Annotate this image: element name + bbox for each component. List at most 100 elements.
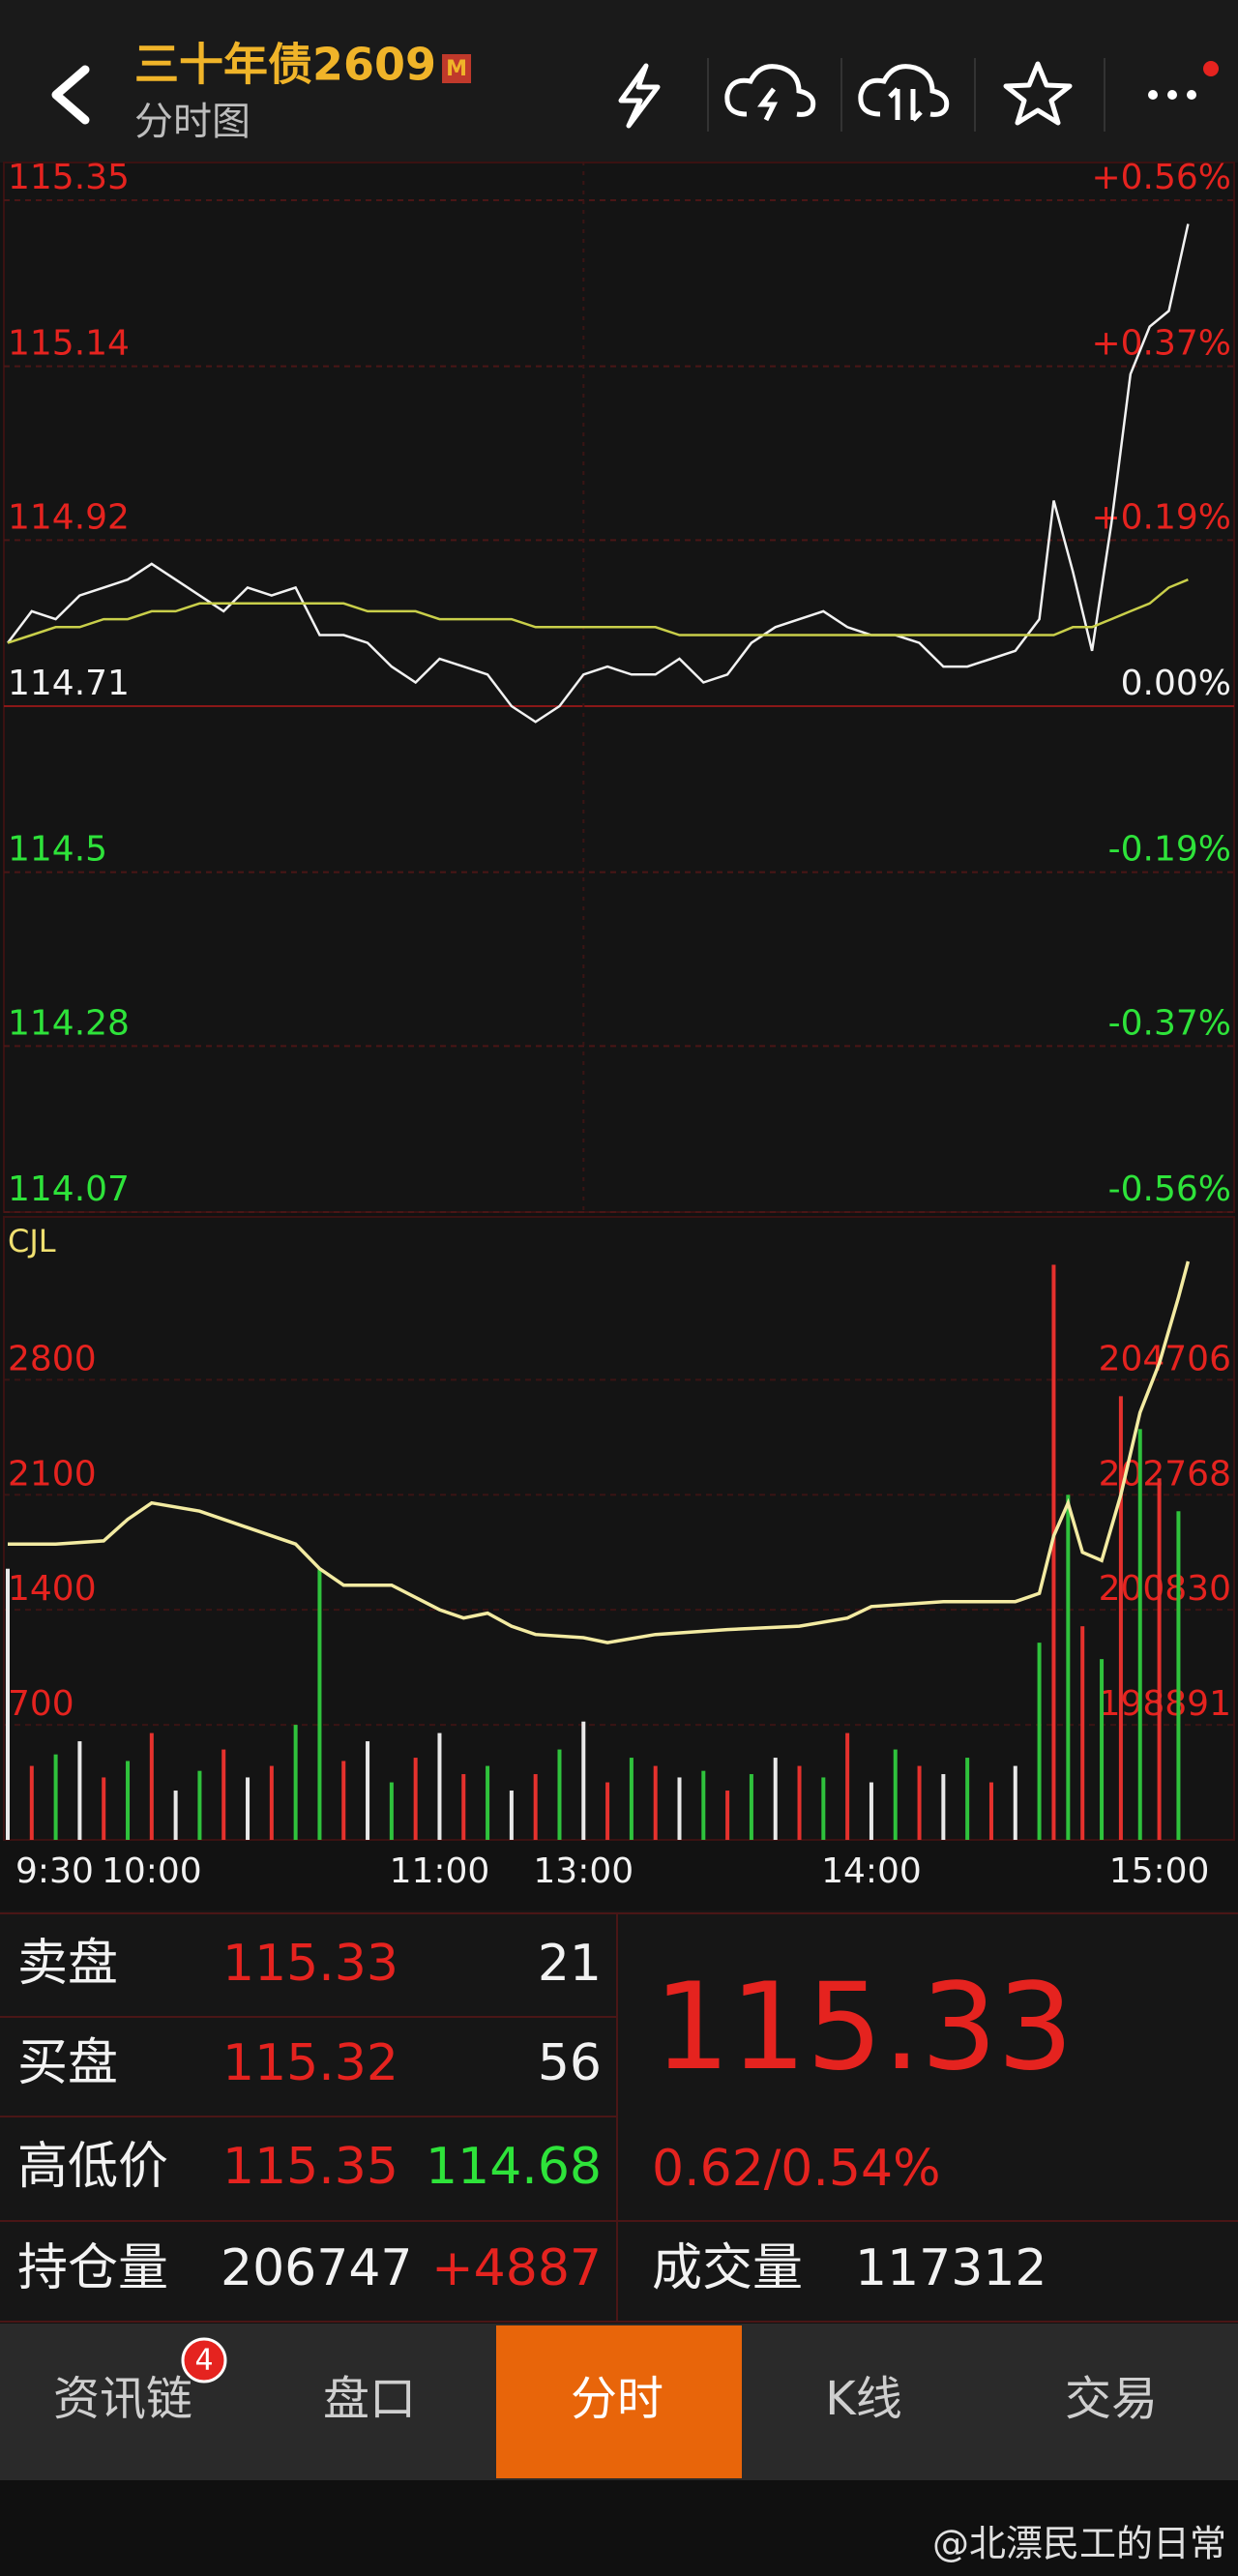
flash-icon[interactable] <box>618 63 661 129</box>
y-tick-label: 700 <box>8 1684 74 1724</box>
y2-tick-label: +0.56% <box>1091 158 1231 197</box>
volume-bar <box>6 1568 10 1840</box>
volume-bar <box>965 1758 970 1840</box>
volume-bar <box>1118 1396 1123 1840</box>
y-tick-label: 114.07 <box>8 1170 130 1209</box>
y-tick-label: 1400 <box>8 1569 97 1609</box>
x-tick-label: 9:30 <box>15 1851 94 1891</box>
volume-bar <box>797 1765 802 1840</box>
open-interest: 206747 <box>221 2239 413 2297</box>
header-separators <box>707 58 1105 132</box>
y2-tick-label: 200830 <box>1099 1569 1231 1609</box>
high-price: 115.35 <box>222 2138 398 2196</box>
volume-bar <box>197 1770 202 1840</box>
tab[interactable]: 交易 <box>1065 2372 1158 2426</box>
volume-bar <box>173 1791 178 1840</box>
market-badge-text: M <box>446 57 467 81</box>
volume-bar <box>653 1765 658 1840</box>
title: 三十年债2609 <box>134 39 436 91</box>
tab[interactable]: 分时 <box>571 2372 663 2426</box>
volume-bar <box>53 1754 58 1840</box>
last-price: 115.33 <box>654 1958 1074 2097</box>
volume-bar <box>366 1741 370 1840</box>
volume-bar <box>749 1774 753 1840</box>
tab[interactable]: K线 <box>825 2372 901 2426</box>
volume-bar <box>221 1749 226 1840</box>
y-tick-label: 2800 <box>8 1339 97 1378</box>
tab[interactable]: 资讯链 <box>53 2372 192 2426</box>
notification-dot <box>1203 61 1219 76</box>
y2-tick-label: 202768 <box>1099 1454 1231 1494</box>
volume-label: 成交量 <box>652 2239 803 2297</box>
cloud-alert-icon[interactable] <box>724 64 816 117</box>
active-tab <box>496 2325 742 2478</box>
charts: 115.35 +0.56%115.14 +0.37%114.92 +0.19%114.… <box>4 158 1234 1891</box>
volume-bar <box>269 1765 274 1840</box>
volume-bar <box>77 1741 82 1840</box>
volume-bar <box>317 1568 322 1840</box>
open-interest-line <box>8 1260 1191 1644</box>
volume-bar <box>29 1765 34 1840</box>
volume-bar <box>461 1774 466 1840</box>
market-badge <box>442 54 472 83</box>
volume-bar <box>701 1770 706 1840</box>
volume-bar <box>486 1765 490 1840</box>
open-interest-label: 持仓量 <box>17 2239 168 2297</box>
y2-tick-label: 198891 <box>1099 1684 1231 1724</box>
volume-bar <box>677 1777 682 1840</box>
volume-bar <box>413 1758 418 1840</box>
back-button[interactable] <box>51 65 90 125</box>
x-tick-label: 13:00 <box>533 1851 634 1891</box>
y-tick-label: 114.71 <box>8 664 130 703</box>
tab-badge <box>181 2337 227 2384</box>
volume-bar <box>1176 1511 1181 1840</box>
cloud-sync-icon[interactable] <box>858 64 950 117</box>
x-tick-label: 11:00 <box>390 1851 490 1891</box>
more-icon[interactable] <box>1148 90 1196 100</box>
volume-bar <box>126 1761 131 1840</box>
volume: 117312 <box>855 2239 1047 2297</box>
volume-bar <box>1037 1643 1042 1840</box>
volume-bar <box>102 1777 106 1840</box>
y-tick-label: 115.14 <box>8 324 130 364</box>
high-low-label: 高低价 <box>17 2138 168 2196</box>
volume-bar <box>533 1774 538 1840</box>
tab[interactable]: 盘口 <box>323 2372 416 2426</box>
volume-bar <box>437 1732 442 1840</box>
volume-bar <box>581 1721 586 1840</box>
bid-size: 56 <box>538 2034 602 2092</box>
volume-bar <box>246 1777 251 1840</box>
ask-label: 卖盘 <box>17 1935 118 1993</box>
y2-tick-label: -0.19% <box>1108 830 1231 870</box>
tab-badge-count: 4 <box>194 2344 213 2378</box>
bid-price: 115.32 <box>222 2034 398 2092</box>
volume-bar <box>988 1782 993 1840</box>
volume-bar <box>389 1782 394 1840</box>
volume-bar <box>773 1758 778 1840</box>
y2-tick-label: +0.37% <box>1091 324 1231 364</box>
favorite-icon[interactable] <box>1003 61 1073 126</box>
volume-bar <box>629 1758 634 1840</box>
volume-bar <box>557 1749 562 1840</box>
volume-bar <box>845 1732 850 1840</box>
price-change: 0.62/0.54% <box>652 2140 941 2198</box>
indicator-label: CJL <box>8 1223 56 1259</box>
y2-tick-label: -0.56% <box>1108 1170 1231 1209</box>
watermark: @北漂民工的日常 <box>932 2523 1226 2565</box>
quote-grid <box>0 1912 1238 2323</box>
low-price: 114.68 <box>426 2138 602 2196</box>
volume-bar <box>1013 1765 1017 1840</box>
volume-bar <box>509 1791 514 1840</box>
x-tick-label: 10:00 <box>102 1851 202 1891</box>
volume-bar <box>341 1761 346 1840</box>
volume-bar <box>1157 1478 1162 1840</box>
volume-bar <box>869 1782 873 1840</box>
ask-price: 115.33 <box>222 1935 398 1993</box>
volume-bar <box>725 1791 730 1840</box>
price-chart-frame <box>3 162 1235 1213</box>
volume-bar <box>1051 1264 1056 1840</box>
volume-chart-frame <box>3 1216 1235 1841</box>
y2-tick-label: -0.37% <box>1108 1003 1231 1043</box>
y2-tick-label: 0.00% <box>1121 664 1231 703</box>
